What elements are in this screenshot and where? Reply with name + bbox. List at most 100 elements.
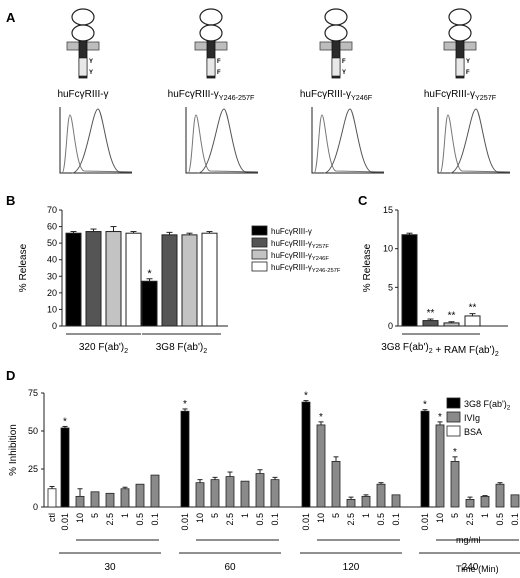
x-tick-label: 2.5	[346, 513, 356, 526]
legend-swatch	[446, 397, 461, 409]
bar	[135, 483, 145, 508]
legend-swatch	[251, 249, 268, 260]
histogram-axes	[311, 107, 384, 174]
bar	[65, 232, 82, 327]
significance-mark: **	[448, 311, 456, 322]
x-tick-label: 0.01	[180, 513, 190, 531]
x-tick-label: 0.01	[301, 513, 311, 531]
legend-label: huFcγRIII-γ	[271, 227, 312, 236]
flow-histogram	[311, 107, 385, 174]
legend-swatch	[446, 411, 461, 423]
y-tick-label: 5	[388, 282, 393, 292]
unit-label: mg/ml	[456, 535, 481, 545]
itam-residue-label: F	[466, 70, 470, 76]
x-tick-label: 1	[480, 513, 490, 518]
y-axis-title: % Release	[18, 243, 29, 292]
bar	[346, 498, 356, 508]
bar	[464, 315, 481, 327]
x-tick-label: 5	[331, 513, 341, 518]
x-tick-label: 0.5	[376, 513, 386, 526]
x-tick-label: 0.1	[150, 513, 160, 526]
time-label: 30	[104, 562, 116, 573]
x-axis-title: 3G8 F(ab')2 + RAM F(ab')2	[381, 342, 499, 358]
bar	[120, 488, 130, 508]
group-label: 3G8 F(ab')2	[156, 342, 207, 355]
isotype-curve	[313, 114, 385, 174]
y-tick-label: 0	[33, 502, 38, 512]
itam-segment	[455, 57, 465, 77]
x-tick-label: ctl	[47, 513, 57, 522]
y-tick-label: 50	[28, 426, 38, 436]
construct-label: huFcγRIII-γY246-257F	[168, 89, 255, 102]
x-tick-label: 2.5	[225, 513, 235, 526]
legend-label: BSA	[464, 427, 482, 437]
x-tick-label: 0.5	[495, 513, 505, 526]
flow-histogram	[185, 107, 259, 174]
bar	[376, 483, 386, 508]
time-axis-title: Time (Min)	[456, 564, 499, 574]
bar	[443, 322, 460, 327]
y-tick-label: 20	[47, 288, 57, 298]
x-tick-label: 0.1	[510, 513, 520, 526]
significance-mark: *	[63, 416, 67, 427]
x-tick-label: 10	[316, 513, 326, 523]
construct-label: huFcγRIII-γ	[57, 89, 108, 100]
receptor-domain-oval	[324, 24, 348, 42]
y-tick-label: 60	[47, 222, 57, 232]
y-tick-label: 50	[47, 238, 57, 248]
flow-histogram	[437, 107, 511, 174]
receptor-domain-oval	[199, 24, 223, 42]
bar	[90, 491, 100, 508]
histogram-axes	[59, 107, 132, 174]
stained-curve	[71, 108, 132, 174]
bar	[435, 424, 445, 508]
stained-curve	[197, 108, 258, 174]
itam-segment	[331, 57, 341, 77]
x-tick-label: 10	[195, 513, 205, 523]
bar	[420, 410, 430, 508]
significance-mark: *	[183, 399, 187, 410]
time-label: 120	[343, 562, 360, 573]
x-tick-label: 5	[90, 513, 100, 518]
x-tick-label: 1	[240, 513, 250, 518]
stained-curve	[449, 108, 510, 174]
significance-mark: **	[469, 303, 477, 314]
y-tick-label: 25	[28, 464, 38, 474]
y-tick-label: 75	[28, 388, 38, 398]
bar	[422, 320, 439, 327]
isotype-curve	[61, 114, 133, 174]
bar	[85, 231, 102, 327]
x-tick-label: 2.5	[105, 513, 115, 526]
stained-curve	[323, 108, 384, 174]
bar	[150, 474, 160, 508]
significance-mark: *	[423, 400, 427, 411]
receptor-diagram: YF	[443, 8, 477, 79]
itam-segment	[206, 57, 216, 77]
itam-residue-label: F	[217, 70, 221, 76]
panel-label-a: A	[6, 10, 16, 25]
bar	[450, 460, 460, 508]
bar	[180, 410, 190, 508]
y-tick-label: 15	[383, 205, 393, 215]
flow-histogram	[59, 107, 133, 174]
legend-label: IVIg	[464, 413, 480, 423]
bar	[60, 427, 70, 508]
bar	[361, 495, 371, 508]
bar	[105, 492, 115, 508]
bar	[391, 494, 401, 508]
legend-label: huFcγRIII-γY246-257F	[271, 263, 341, 274]
histogram-axes	[185, 107, 258, 174]
receptor-diagram: YY	[66, 8, 100, 79]
y-tick-label: 30	[47, 271, 57, 281]
x-tick-label: 5	[210, 513, 220, 518]
isotype-curve	[187, 114, 259, 174]
legend-swatch	[251, 237, 268, 248]
receptor-domain-oval	[324, 8, 348, 26]
y-axis-title: % Inhibition	[8, 424, 19, 476]
bar	[401, 234, 418, 327]
legend-swatch	[251, 225, 268, 236]
legend-label: 3G8 F(ab')2	[464, 399, 511, 412]
construct-label: huFcγRIII-γY257F	[424, 89, 497, 102]
bar	[331, 460, 341, 508]
bar	[240, 480, 250, 508]
